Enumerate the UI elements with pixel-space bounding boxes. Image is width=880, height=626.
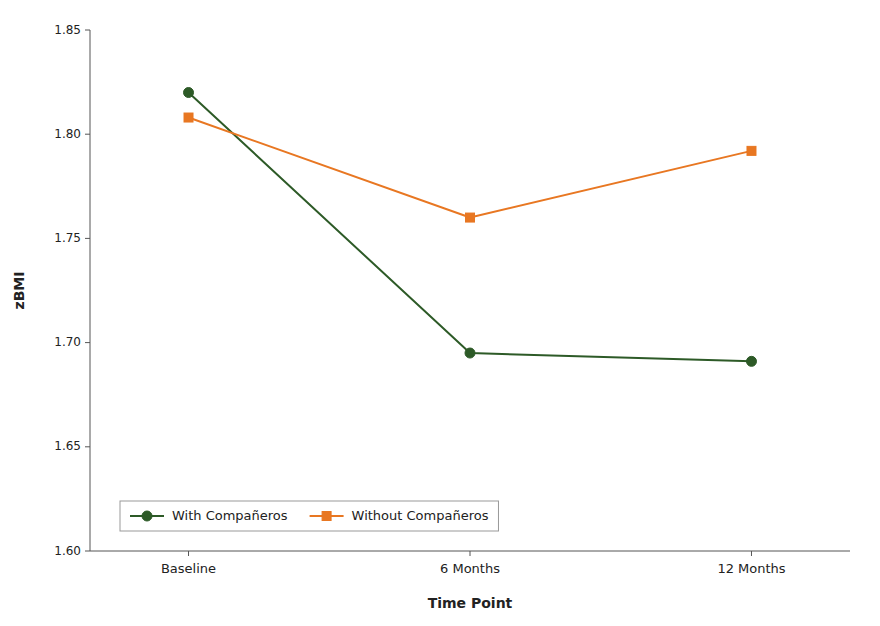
data-point — [184, 113, 193, 122]
data-point — [747, 146, 756, 155]
y-tick — [85, 342, 90, 343]
series-line — [189, 93, 752, 362]
y-tick-label: 1.70 — [54, 335, 81, 349]
data-point — [466, 213, 475, 222]
y-tick — [85, 238, 90, 239]
y-tick-label: 1.65 — [54, 439, 81, 453]
y-tick — [85, 551, 90, 552]
x-tick-label: 12 Months — [717, 561, 785, 576]
x-tick-label: 6 Months — [440, 561, 500, 576]
plot-area — [184, 88, 757, 367]
x-axis-label: Time Point — [428, 595, 513, 611]
y-axis-label: zBMI — [11, 272, 27, 310]
x-tick — [188, 551, 189, 556]
y-tick-label: 1.85 — [54, 23, 81, 37]
y-tick — [85, 134, 90, 135]
legend-label: With Compañeros — [172, 508, 288, 523]
data-point — [184, 88, 194, 98]
legend-box — [120, 501, 498, 531]
x-tick — [470, 551, 471, 556]
y-tick-label: 1.75 — [54, 231, 81, 245]
data-point — [746, 356, 756, 366]
x-tick — [751, 551, 752, 556]
y-tick-label: 1.80 — [54, 127, 81, 141]
y-axis-line — [90, 30, 91, 551]
x-tick-label: Baseline — [161, 561, 216, 576]
legend: With Compañeros Without Compañeros — [120, 501, 498, 531]
y-tick — [85, 30, 90, 31]
legend-swatch-marker — [322, 512, 331, 521]
legend-swatch-marker — [142, 511, 152, 521]
chart-container: 1.60 1.65 1.70 1.75 1.80 1.85 Baseline 6 Months… — [0, 0, 880, 626]
y-tick-label: 1.60 — [54, 544, 81, 558]
legend-label: Without Compañeros — [352, 508, 489, 523]
series-line — [189, 118, 752, 218]
data-point — [465, 348, 475, 358]
y-tick — [85, 446, 90, 447]
chart-svg: 1.60 1.65 1.70 1.75 1.80 1.85 Baseline 6 Months… — [0, 0, 880, 626]
